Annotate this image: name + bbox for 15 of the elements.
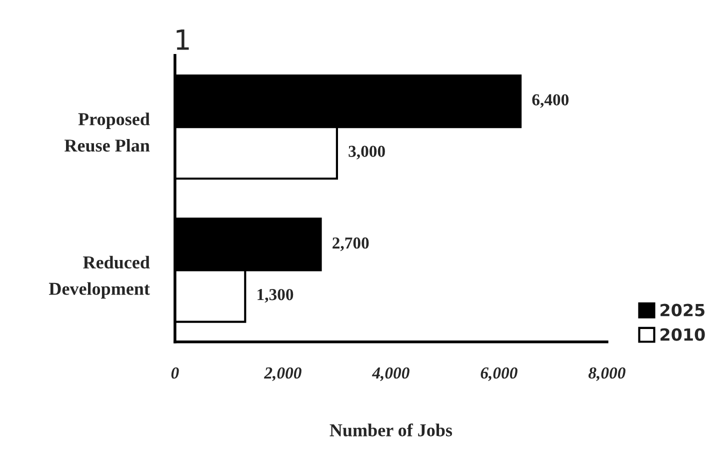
data-label: 2,700 [332, 237, 369, 252]
data-label: 6,400 [532, 94, 569, 108]
data-label: 3,000 [348, 146, 385, 160]
x-tick-label: 8,000 [588, 367, 626, 382]
text: 1 [176, 29, 189, 50]
x-tick-label: 4,000 [372, 367, 410, 382]
legend-label: 2010 [660, 328, 705, 341]
x-tick-label: 6,000 [480, 367, 518, 382]
x-tick-label: 0 [171, 367, 179, 379]
x-tick-label: 2,000 [264, 367, 302, 382]
legend-label: 2025 [660, 304, 704, 316]
data-label: 1,300 [258, 288, 294, 303]
y-tick-label: Reduced Development [48, 256, 150, 299]
x-axis-title: Number of Jobs [330, 423, 452, 436]
y-tick-label: Proposed Reuse Plan [64, 112, 150, 152]
